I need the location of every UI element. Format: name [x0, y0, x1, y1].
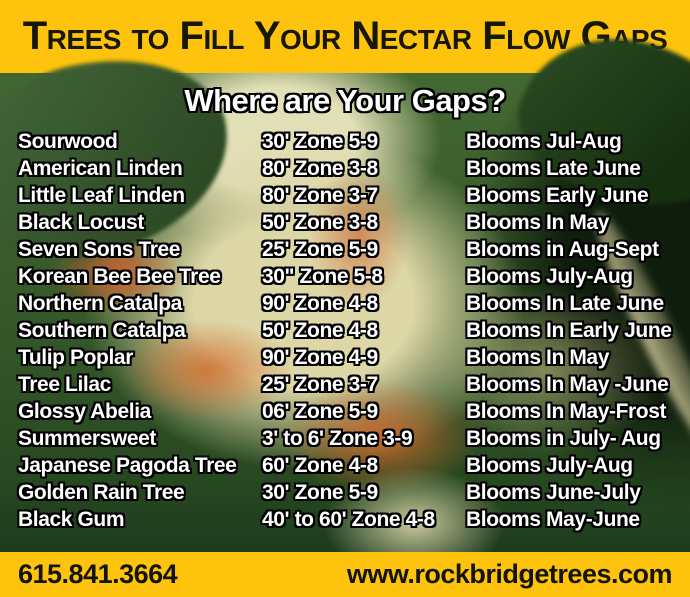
tree-size-cell: 50' Zone 3-8	[262, 211, 378, 234]
table-row: Tree Lilac 25' Zone 3-7 Blooms In May -Jun…	[18, 371, 680, 398]
tree-size-cell: 30' Zone 5-9	[262, 481, 378, 504]
tree-name-cell: Little Leaf Linden	[18, 184, 185, 207]
tree-blooms-cell: Blooms June-July	[466, 481, 641, 504]
tree-name-cell: Northern Catalpa	[18, 292, 182, 315]
phone-number: 615.841.3664	[18, 559, 178, 589]
table-row: Golden Rain Tree 30' Zone 5-9 Blooms June-…	[18, 479, 680, 506]
gaps-heading: Where are Your Gaps?	[184, 83, 506, 118]
tree-size-cell: 80' Zone 3-7	[262, 184, 378, 207]
tree-name-cell: Tree Lilac	[18, 373, 111, 396]
tree-name-cell: Seven Sons Tree	[18, 238, 181, 261]
tree-blooms-cell: Blooms Late June	[466, 157, 641, 180]
tree-blooms-cell: Blooms in Aug-Sept	[466, 238, 659, 261]
tree-table: Sourwood 30' Zone 5-9 Blooms Jul-Aug Americ…	[18, 128, 680, 533]
tree-blooms-cell: Blooms Jul-Aug	[466, 130, 622, 153]
table-row: Tulip Poplar 90' Zone 4-9 Blooms In May	[18, 344, 680, 371]
tree-size-cell: 25' Zone 5-9	[262, 238, 378, 261]
flyer-title: Trees to Fill Your Nectar Flow Gaps	[22, 14, 668, 58]
tree-size-cell: 30" Zone 5-8	[262, 265, 383, 288]
tree-size-cell: 30' Zone 5-9	[262, 130, 378, 153]
tree-blooms-cell: Blooms in July- Aug	[466, 427, 661, 450]
tree-blooms-cell: Blooms In May	[466, 346, 609, 369]
tree-size-cell: 06' Zone 5-9	[262, 400, 378, 423]
table-row: Glossy Abelia 06' Zone 5-9 Blooms In May-F…	[18, 398, 680, 425]
tree-name-cell: American Linden	[18, 157, 183, 180]
tree-name-cell: Black Gum	[18, 508, 125, 531]
tree-size-cell: 40' to 60' Zone 4-8	[262, 508, 435, 531]
tree-blooms-cell: Blooms In Early June	[466, 319, 672, 342]
website-url: www.rockbridgetrees.com	[346, 559, 673, 589]
table-row: American Linden 80' Zone 3-8 Blooms Late J…	[18, 155, 680, 182]
table-row: Sourwood 30' Zone 5-9 Blooms Jul-Aug	[18, 128, 680, 155]
tree-blooms-cell: Blooms In May	[466, 211, 609, 234]
tree-blooms-cell: Blooms In May -June	[466, 373, 669, 396]
footer-banner: 615.841.3664 www.rockbridgetrees.com	[0, 552, 690, 597]
tree-blooms-cell: Blooms July-Aug	[466, 454, 633, 477]
tree-size-cell: 80' Zone 3-8	[262, 157, 378, 180]
table-row: Korean Bee Bee Tree 30" Zone 5-8 Blooms Ju…	[18, 263, 680, 290]
tree-blooms-cell: Blooms Early June	[466, 184, 649, 207]
table-row: Summersweet 3' to 6' Zone 3-9 Blooms in Ju…	[18, 425, 680, 452]
table-row: Seven Sons Tree 25' Zone 5-9 Blooms in Aug…	[18, 236, 680, 263]
table-row: Japanese Pagoda Tree 60' Zone 4-8 Blooms J…	[18, 452, 680, 479]
table-row: Black Gum 40' to 60' Zone 4-8 Blooms May-J…	[18, 506, 680, 533]
tree-name-cell: Glossy Abelia	[18, 400, 151, 423]
tree-size-cell: 90' Zone 4-8	[262, 292, 378, 315]
tree-name-cell: Southern Catalpa	[18, 319, 186, 342]
table-row: Southern Catalpa 50' Zone 4-8 Blooms In Ea…	[18, 317, 680, 344]
tree-blooms-cell: Blooms May-June	[466, 508, 640, 531]
tree-blooms-cell: Blooms In May-Frost	[466, 400, 667, 423]
table-row: Black Locust 50' Zone 3-8 Blooms In May	[18, 209, 680, 236]
header-banner: Trees to Fill Your Nectar Flow Gaps	[0, 0, 690, 73]
tree-name-cell: Tulip Poplar	[18, 346, 133, 369]
tree-name-cell: Golden Rain Tree	[18, 481, 185, 504]
tree-size-cell: 50' Zone 4-8	[262, 319, 378, 342]
tree-size-cell: 90' Zone 4-9	[262, 346, 378, 369]
tree-name-cell: Korean Bee Bee Tree	[18, 265, 221, 288]
tree-name-cell: Sourwood	[18, 130, 118, 153]
tree-size-cell: 3' to 6' Zone 3-9	[262, 427, 413, 450]
tree-size-cell: 25' Zone 3-7	[262, 373, 378, 396]
table-row: Little Leaf Linden 80' Zone 3-7 Blooms Ear…	[18, 182, 680, 209]
tree-blooms-cell: Blooms In Late June	[466, 292, 664, 315]
tree-name-cell: Summersweet	[18, 427, 156, 450]
flower-photo-background	[0, 11, 690, 552]
tree-name-cell: Black Locust	[18, 211, 144, 234]
tree-name-cell: Japanese Pagoda Tree	[18, 454, 237, 477]
tree-blooms-cell: Blooms July-Aug	[466, 265, 633, 288]
tree-size-cell: 60' Zone 4-8	[262, 454, 378, 477]
table-row: Northern Catalpa 90' Zone 4-8 Blooms In La…	[18, 290, 680, 317]
